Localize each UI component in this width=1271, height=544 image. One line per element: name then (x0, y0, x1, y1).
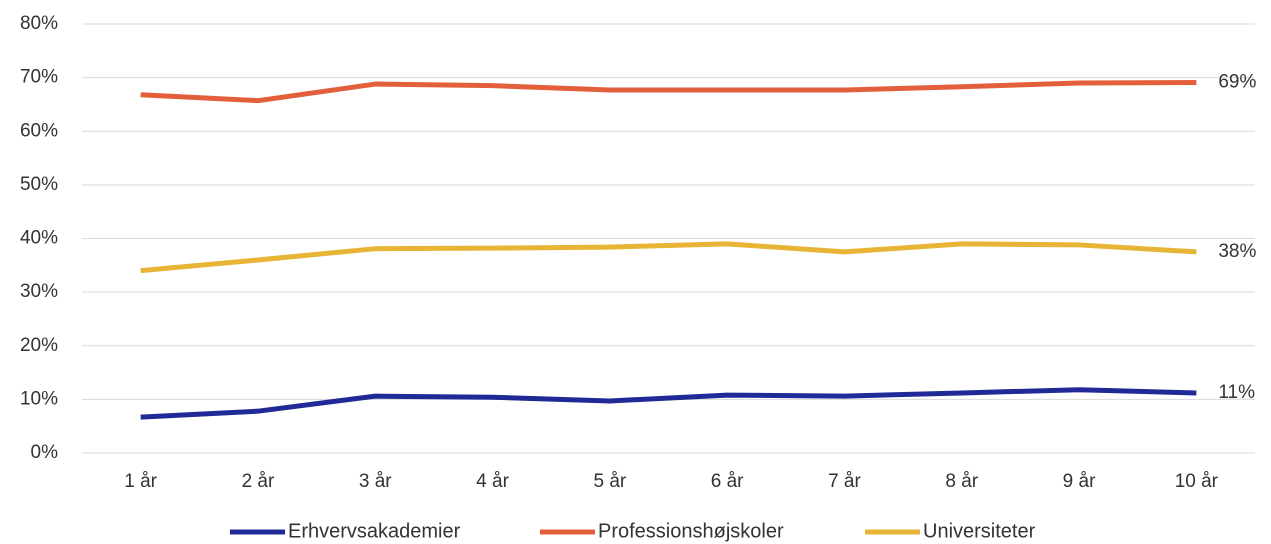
x-tick-label: 10 år (1175, 471, 1219, 492)
y-tick-label: 0% (31, 442, 59, 463)
y-tick-label: 40% (20, 228, 58, 249)
legend-label: Professionshøjskoler (598, 520, 784, 542)
x-tick-label: 4 år (476, 471, 509, 492)
legend-label: Universiteter (923, 520, 1036, 542)
y-tick-label: 50% (20, 174, 58, 195)
series-line (140, 387, 1197, 420)
x-tick-label: 1 år (124, 471, 157, 492)
y-tick-label: 20% (20, 335, 58, 356)
y-tick-label: 80% (20, 13, 58, 34)
x-tick-label: 8 år (945, 471, 978, 492)
x-tick-label: 3 år (359, 471, 392, 492)
data-label: 69% (1218, 71, 1256, 92)
y-tick-label: 70% (20, 67, 58, 88)
x-tick-label: 9 år (1063, 471, 1096, 492)
x-tick-label: 2 år (242, 471, 275, 492)
series-line (140, 79, 1197, 104)
data-label: 11% (1218, 382, 1255, 403)
legend-label: Erhvervsakademier (288, 520, 461, 542)
y-tick-label: 30% (20, 281, 58, 302)
x-tick-label: 7 år (828, 471, 861, 492)
data-label: 38% (1218, 241, 1256, 262)
series-line (140, 241, 1197, 274)
x-tick-label: 5 år (593, 471, 626, 492)
x-tick-label: 6 år (711, 471, 744, 492)
y-tick-label: 10% (20, 388, 58, 409)
y-tick-label: 60% (20, 120, 58, 141)
